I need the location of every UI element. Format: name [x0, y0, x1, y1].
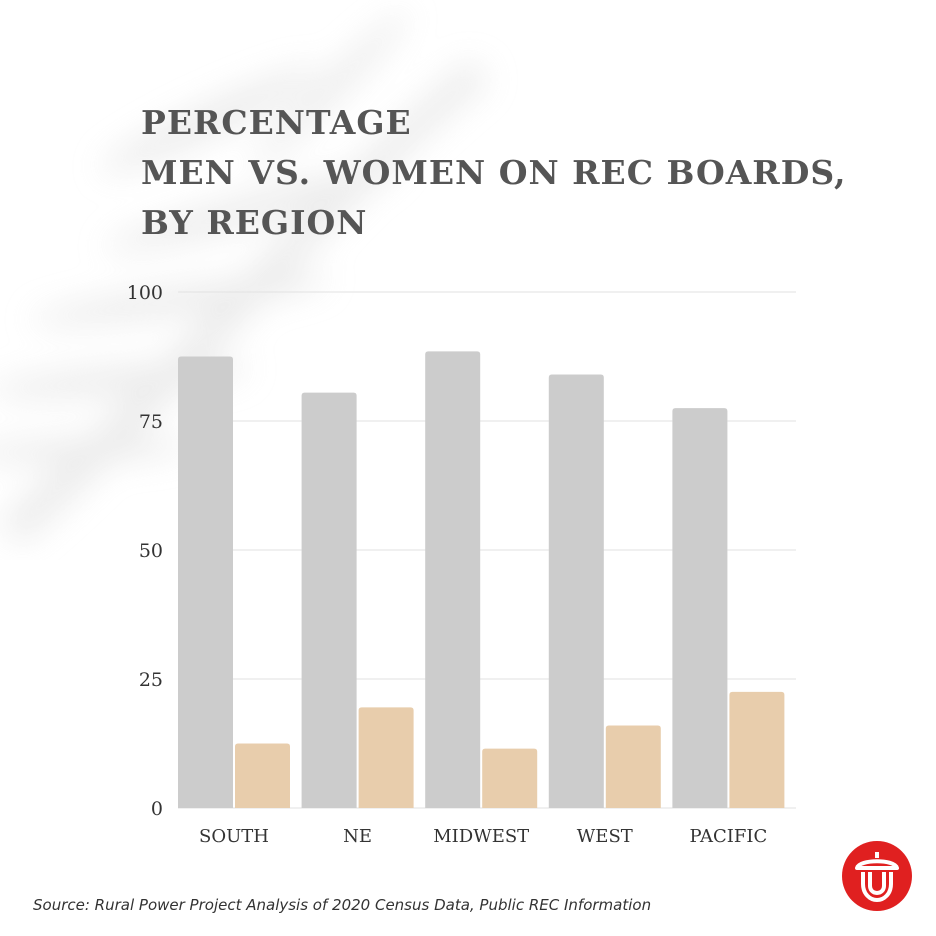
chart-title-line-3: BY REGION [141, 203, 368, 242]
source-note: Source: Rural Power Project Analysis of … [33, 896, 652, 914]
y-tick-label-25: 25 [139, 669, 163, 691]
y-tick-label-75: 75 [139, 411, 163, 433]
x-tick-label-pacific: PACIFIC [690, 826, 768, 847]
acorn-icon [842, 841, 912, 911]
bar-pacific-1 [729, 691, 785, 808]
bar-ne-0 [301, 392, 357, 808]
x-tick-label-ne: NE [343, 826, 372, 847]
y-tick-label-50: 50 [139, 540, 163, 562]
y-tick-label-100: 100 [127, 282, 163, 304]
bar-south-0 [178, 356, 233, 808]
bar-south-1 [235, 743, 290, 808]
bar-midwest-1 [482, 748, 538, 808]
bar-pacific-0 [672, 408, 728, 808]
bar-west-1 [605, 725, 661, 808]
bar-ne-1 [358, 707, 414, 808]
chart-title-line-1: PERCENTAGE [141, 103, 412, 142]
y-tick-label-0: 0 [151, 798, 163, 820]
x-tick-label-west: WEST [577, 826, 633, 847]
bar-west-0 [548, 374, 604, 808]
bar-midwest-0 [425, 351, 481, 808]
chart-title: PERCENTAGE MEN VS. WOMEN ON REC BOARDS, … [141, 98, 846, 248]
bar-chart: 0 25 50 75 100 SOUTH NE MIDWEST WEST PACIFIC [127, 282, 796, 847]
x-tick-label-midwest: MIDWEST [433, 826, 529, 847]
chart-title-line-2: MEN VS. WOMEN ON REC BOARDS, [141, 153, 847, 192]
x-tick-label-south: SOUTH [199, 826, 269, 847]
